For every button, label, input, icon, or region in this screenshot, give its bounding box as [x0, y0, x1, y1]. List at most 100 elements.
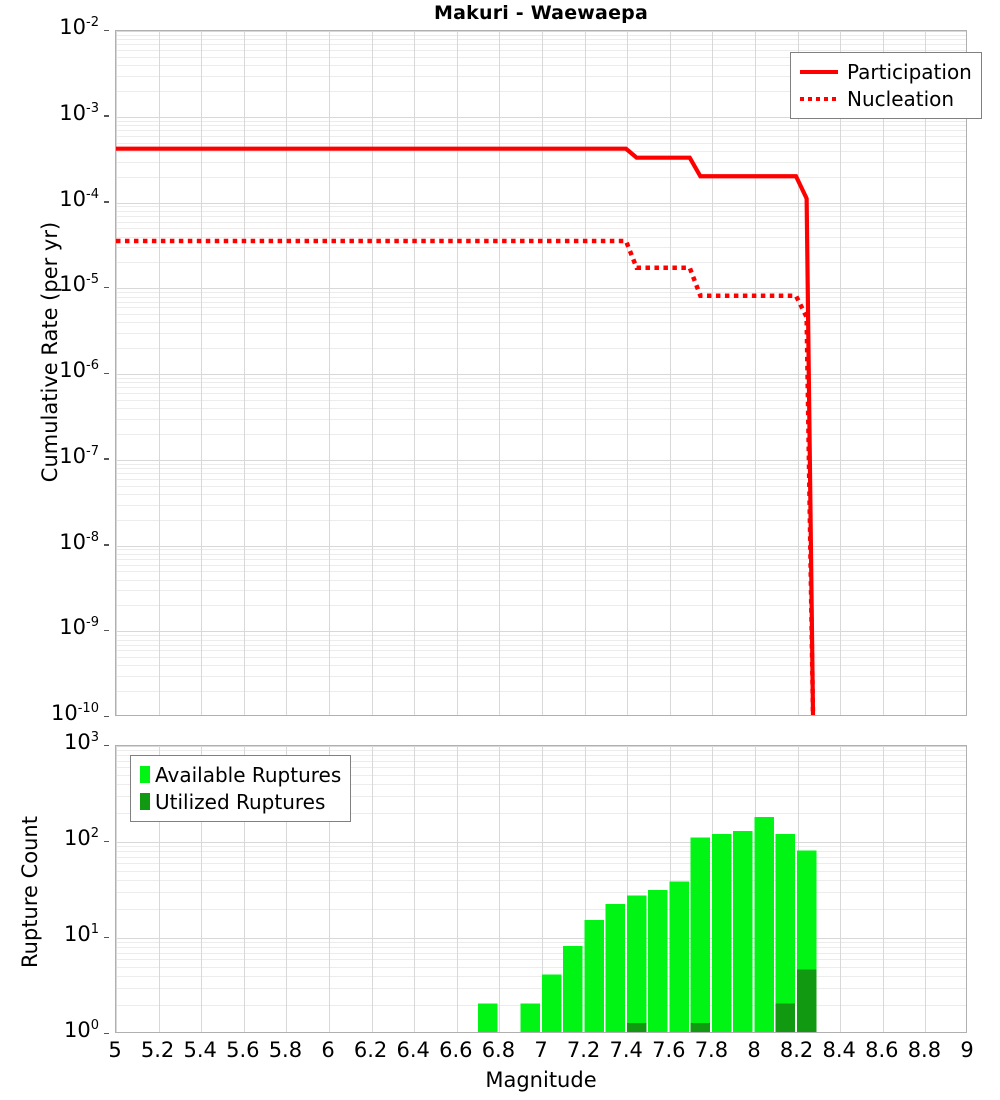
gridline-minor: [116, 880, 966, 882]
gridline-vertical: [542, 31, 543, 715]
y-tick-label: 10-9: [59, 615, 99, 640]
gridline-vertical: [925, 746, 927, 1032]
gridline-minor: [116, 635, 966, 637]
gridline-vertical: [371, 746, 373, 1032]
gridline-minor: [116, 56, 966, 58]
gridline-minor: [116, 590, 966, 592]
gridline-major: [116, 631, 966, 633]
curve-nucleation: [116, 238, 816, 715]
gridline-vertical: [840, 31, 842, 715]
gridline-minor: [116, 650, 966, 652]
gridline-vertical: [669, 31, 671, 715]
gridline-vertical: [882, 31, 884, 715]
gridline-minor: [116, 959, 966, 961]
legend-item: Participation: [800, 58, 972, 85]
gridline-minor: [116, 644, 966, 646]
bottom-y-tick-labels: 103 102 101 100: [0, 731, 109, 1041]
gridline-minor: [116, 639, 966, 641]
gridline-minor: [116, 301, 966, 303]
gridline-minor: [116, 657, 966, 659]
gridline-minor: [116, 760, 966, 762]
y-tick-mark: [104, 286, 109, 289]
y-tick-label: 10-4: [59, 186, 99, 211]
gridline-minor: [116, 90, 966, 92]
gridline-minor: [116, 120, 966, 122]
gridline-minor: [116, 966, 966, 968]
gridline-vertical: [712, 31, 714, 715]
top-y-axis-label: Cumulative Rate (per yr): [38, 221, 62, 483]
x-tick-label: 6.8: [481, 1038, 516, 1062]
gridline-minor: [116, 65, 966, 67]
gridline-major: [116, 842, 966, 843]
y-tick-mark: [104, 840, 109, 842]
gridline-vertical: [584, 31, 586, 715]
gridline-minor: [116, 348, 966, 350]
gridline-vertical: [116, 31, 117, 715]
gridline-vertical: [755, 31, 756, 715]
y-tick-mark: [104, 458, 109, 460]
gridline-major: [116, 31, 966, 32]
gridline-minor: [116, 1005, 966, 1007]
gridline-minor: [116, 485, 966, 487]
gridline-minor: [116, 307, 966, 309]
gridline-minor: [116, 856, 966, 858]
bar-available: [711, 833, 732, 1032]
bar-utilized: [796, 969, 817, 1032]
gridline-minor: [116, 774, 966, 776]
x-tick-label: 8.2: [779, 1038, 814, 1062]
gridline-minor: [116, 408, 966, 410]
gridline-minor: [116, 796, 966, 798]
y-tick-label: 100: [63, 1018, 99, 1042]
y-tick-mark: [104, 544, 109, 546]
bar-available: [775, 833, 796, 1032]
page-title: Makuri - Waewaepa: [434, 2, 648, 24]
gridline-minor: [116, 236, 966, 238]
gridline-minor: [116, 75, 966, 77]
gridline-minor: [116, 39, 966, 41]
gridline-minor: [116, 952, 966, 954]
cumulative-rate-curves: [116, 146, 816, 715]
gridline-vertical: [542, 746, 543, 1032]
gridline-minor: [116, 215, 966, 217]
y-tick-mark: [104, 372, 109, 374]
gridline-minor: [116, 473, 966, 474]
bottom-y-axis-label: Rupture Count: [18, 816, 42, 968]
gridline-minor: [116, 846, 966, 848]
gridline-minor: [116, 314, 966, 316]
rupture-count-bars: [478, 816, 817, 1032]
x-tick-label: 7.8: [694, 1038, 729, 1062]
legend-label: Utilized Ruptures: [155, 789, 326, 814]
gridline-minor: [116, 942, 966, 944]
color-swatch: [140, 793, 150, 810]
gridline-minor: [116, 579, 966, 581]
bar-available: [478, 1003, 498, 1032]
bar-available: [541, 974, 562, 1032]
y-tick-mark: [104, 744, 109, 746]
gridline-minor: [116, 947, 966, 949]
legend-item: Utilized Ruptures: [140, 788, 341, 815]
gridline-major: [116, 545, 966, 547]
gridline-minor: [116, 176, 966, 178]
gridline-minor: [116, 34, 966, 36]
gridline-minor: [116, 755, 966, 757]
x-tick-label: 7: [534, 1038, 548, 1062]
gridline-minor: [116, 142, 966, 144]
dotted-line-swatch: [800, 96, 838, 101]
gridline-minor: [116, 870, 966, 872]
gridline-vertical: [840, 746, 842, 1032]
bar-utilized: [690, 1022, 711, 1032]
x-tick-label: 5.8: [268, 1038, 303, 1062]
gridline-major: [116, 938, 966, 939]
gridline-minor: [116, 433, 966, 435]
gridline-minor: [116, 750, 966, 752]
bar-available: [669, 881, 689, 1032]
gridline-vertical: [371, 31, 373, 715]
x-tick-label: 5: [108, 1038, 122, 1062]
gridline-minor: [116, 262, 966, 264]
gridline-minor: [116, 206, 966, 208]
x-axis-label: Magnitude: [485, 1068, 597, 1092]
y-tick-mark: [104, 115, 109, 117]
x-tick-label: 8.6: [865, 1038, 899, 1062]
gridline-minor: [116, 333, 966, 335]
